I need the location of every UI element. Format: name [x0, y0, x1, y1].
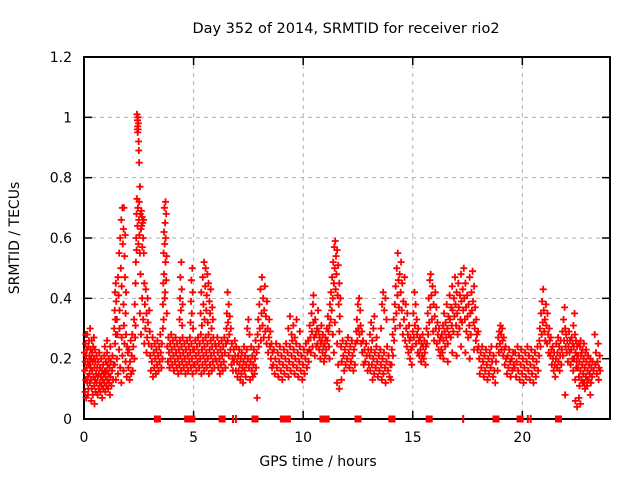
gap-square-marker	[184, 415, 192, 423]
y-tick-label: 0.4	[50, 291, 72, 307]
y-tick-label: 1	[63, 110, 72, 126]
gap-thin-marker	[462, 415, 465, 423]
y-tick-labels: 0 0.2 0.4 0.6 0.8 1 1.2	[50, 50, 72, 428]
gap-square-marker	[283, 415, 291, 423]
gap-thin-marker	[526, 415, 529, 423]
gap-square-marker	[388, 415, 396, 423]
x-tick-labels: 0 5 10 15 20	[80, 430, 532, 446]
gap-square-marker	[492, 415, 500, 423]
chart-title: Day 352 of 2014, SRMTID for receiver rio…	[192, 21, 499, 37]
y-tick-label: 0.8	[50, 171, 72, 187]
x-tick-label: 0	[80, 430, 89, 446]
y-tick-label: 0.2	[50, 352, 72, 368]
x-tick-label: 10	[294, 430, 312, 446]
gap-square-marker	[322, 415, 330, 423]
gap-square-marker	[188, 415, 196, 423]
gap-square-marker	[218, 415, 226, 423]
x-axis-label: GPS time / hours	[259, 454, 376, 470]
y-tick-label: 0.6	[50, 231, 72, 247]
gap-square-marker	[555, 415, 562, 423]
gap-square-marker	[354, 415, 362, 423]
gap-square-marker	[516, 415, 524, 423]
gap-thin-marker	[232, 415, 234, 423]
data-points-plus-markers	[80, 110, 604, 411]
gap-square-marker	[425, 415, 433, 423]
y-tick-label: 0	[63, 412, 72, 428]
gap-thin-marker	[234, 415, 237, 423]
y-axis-label: SRMTID / TECUs	[7, 182, 23, 295]
gap-square-marker	[153, 415, 161, 423]
gap-square-marker	[251, 415, 259, 423]
x-tick-label: 15	[404, 430, 422, 446]
data-gap-markers	[153, 415, 562, 423]
gap-square-marker	[279, 415, 287, 423]
gap-thin-marker	[529, 415, 532, 423]
x-tick-label: 5	[189, 430, 198, 446]
y-tick-label: 1.2	[50, 50, 72, 66]
x-tick-label: 20	[513, 430, 531, 446]
chart-generated-layers: 0 5 10 15 20 0 0.2 0.4 0.6 0.8 1 1.2	[50, 50, 611, 446]
